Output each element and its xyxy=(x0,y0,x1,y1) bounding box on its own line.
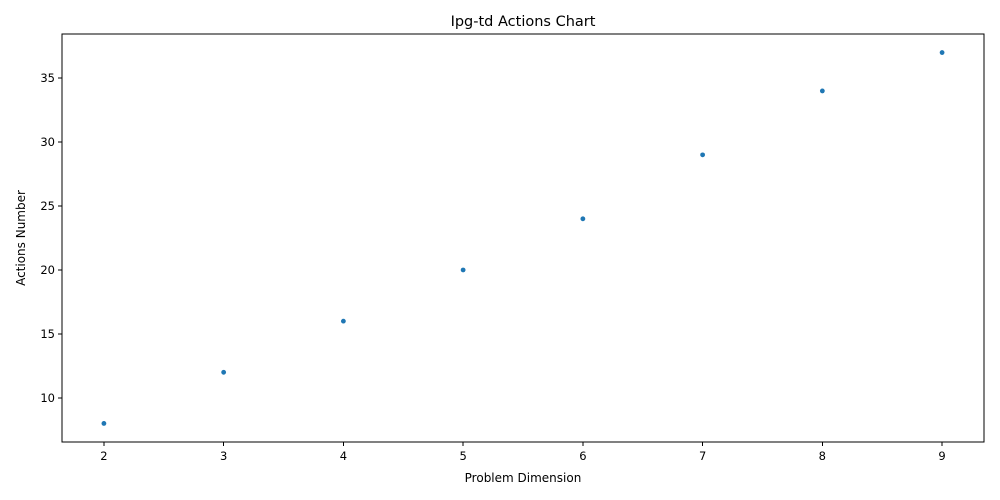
y-tick-label: 30 xyxy=(40,135,55,149)
x-axis-label: Problem Dimension xyxy=(465,471,582,485)
plot-frame xyxy=(61,33,985,443)
y-tick-label: 25 xyxy=(40,199,55,213)
data-point xyxy=(460,267,466,273)
x-tick-label: 5 xyxy=(459,449,466,463)
y-axis-label: Actions Number xyxy=(14,190,28,286)
data-point xyxy=(221,369,227,375)
x-tick-label: 2 xyxy=(100,449,107,463)
y-tick-label: 15 xyxy=(40,327,55,341)
y-tick-label: 10 xyxy=(40,391,55,405)
x-tick-label: 9 xyxy=(938,449,945,463)
data-point xyxy=(101,421,107,426)
y-tick-label: 35 xyxy=(40,71,55,85)
x-tick-label: 4 xyxy=(340,449,347,463)
x-tick-label: 8 xyxy=(819,449,826,463)
points-layer xyxy=(101,50,945,426)
data-point xyxy=(819,88,825,94)
y-tick-label: 20 xyxy=(40,263,55,277)
chart-title: Ipg-td Actions Chart xyxy=(451,14,596,30)
ticks-layer: 2 3 4 5 6 7 8 9 10 15 20 25 30 35 xyxy=(40,71,945,463)
data-point xyxy=(580,216,586,222)
data-point xyxy=(340,318,346,324)
x-tick-label: 6 xyxy=(579,449,586,463)
data-point xyxy=(700,152,706,158)
data-point xyxy=(939,50,945,55)
x-tick-label: 3 xyxy=(220,449,227,463)
x-tick-label: 7 xyxy=(699,449,706,463)
